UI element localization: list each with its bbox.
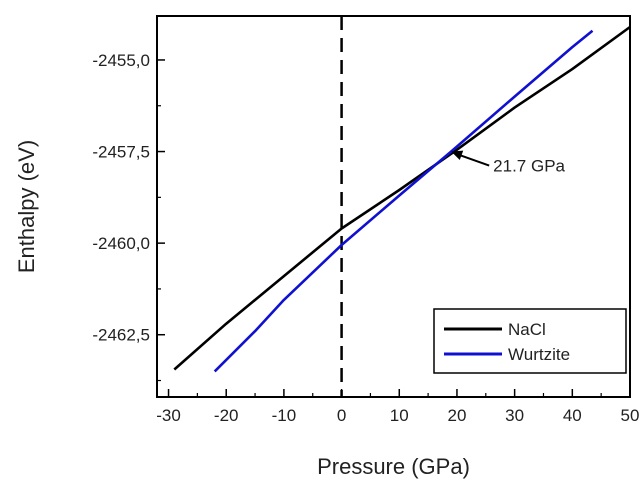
- legend-label-nacl: NaCl: [508, 320, 546, 339]
- x-tick-label: 40: [563, 406, 582, 425]
- x-tick-label: 30: [505, 406, 524, 425]
- y-axis-ticks: -2455,0 -2457,5 -2460,0 -2462,5: [92, 51, 165, 382]
- plot-frame: [156, 15, 631, 398]
- x-axis-ticks: -30 -20 -10 0 10 20 30 40 50: [156, 389, 639, 425]
- x-tick-label: 50: [621, 406, 640, 425]
- y-tick-label: -2460,0: [92, 234, 150, 253]
- x-tick-label: -10: [272, 406, 297, 425]
- x-tick-label: -20: [214, 406, 239, 425]
- transition-annotation: 21.7 GPa: [451, 150, 566, 176]
- legend-label-wurtzite: Wurtzite: [508, 345, 570, 364]
- x-tick-label: 10: [390, 406, 409, 425]
- x-tick-label: 0: [337, 406, 346, 425]
- series-line-wurtzite: [213, 29, 594, 373]
- y-tick-label: -2462,5: [92, 326, 150, 345]
- annotation-arrow: [457, 153, 490, 167]
- legend-box: [433, 308, 627, 374]
- annotation-label: 21.7 GPa: [493, 157, 565, 176]
- legend: NaCl Wurtzite: [433, 308, 627, 374]
- x-tick-label: 20: [447, 406, 466, 425]
- annotation-arrowhead: [451, 150, 464, 161]
- series-line-nacl: [173, 25, 631, 371]
- x-axis-title: Pressure (GPa): [317, 454, 470, 479]
- y-tick-label: -2457,5: [92, 143, 150, 162]
- x-tick-label: -30: [156, 406, 181, 425]
- y-axis-title: Enthalpy (eV): [14, 140, 39, 273]
- plot-marks: [173, 16, 631, 397]
- y-tick-label: -2455,0: [92, 51, 150, 70]
